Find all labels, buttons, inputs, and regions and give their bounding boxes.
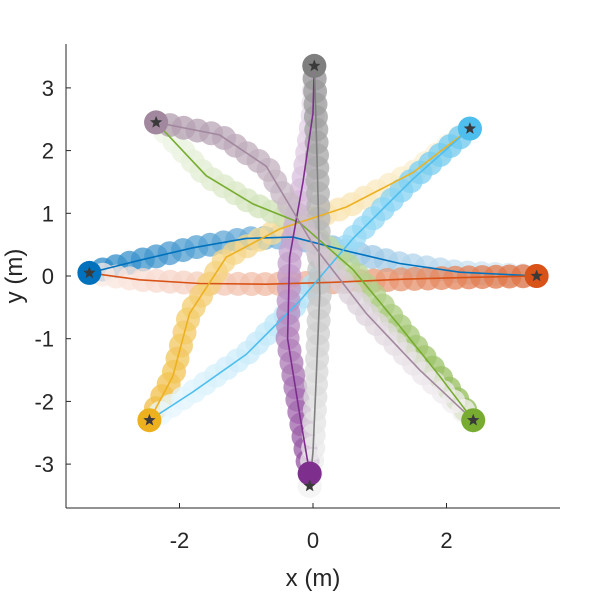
goal-star-icon: [83, 266, 96, 279]
y-tick-label: -3: [34, 452, 54, 477]
trajectory-line: [148, 128, 471, 421]
x-tick-label: -2: [170, 528, 190, 553]
plot-area: [77, 53, 549, 499]
goal-star-icon: [530, 269, 543, 282]
goal-star-icon: [149, 115, 163, 128]
start-marker: [297, 461, 322, 486]
y-tick-label: -1: [34, 327, 54, 352]
y-tick-label: 2: [42, 139, 54, 164]
goal-star-icon: [308, 59, 321, 72]
goal-star-icon: [463, 122, 477, 134]
x-tick-label: 2: [440, 528, 452, 553]
trajectory-line: [286, 65, 316, 474]
y-tick-label: 0: [42, 264, 54, 289]
trajectory-line: [308, 65, 321, 487]
trajectory-line: [148, 127, 471, 421]
trajectory-line: [89, 272, 537, 286]
y-axis-label: y (m): [1, 249, 28, 304]
y-tick-label: 3: [42, 76, 54, 101]
trajectory-line: [155, 121, 474, 421]
axes: -2 0 2 -3 -2 -1 0 1 2 3: [34, 44, 560, 553]
x-tick-label: 0: [307, 528, 319, 553]
x-axis-label: x (m): [286, 565, 341, 592]
goal-star-icon: [467, 413, 480, 426]
trajectory-line: [155, 121, 474, 421]
y-tick-label: 1: [42, 201, 54, 226]
goal-star-icon: [143, 413, 156, 426]
y-tick-label: -2: [34, 389, 54, 414]
goal-star-icon: [303, 479, 316, 492]
